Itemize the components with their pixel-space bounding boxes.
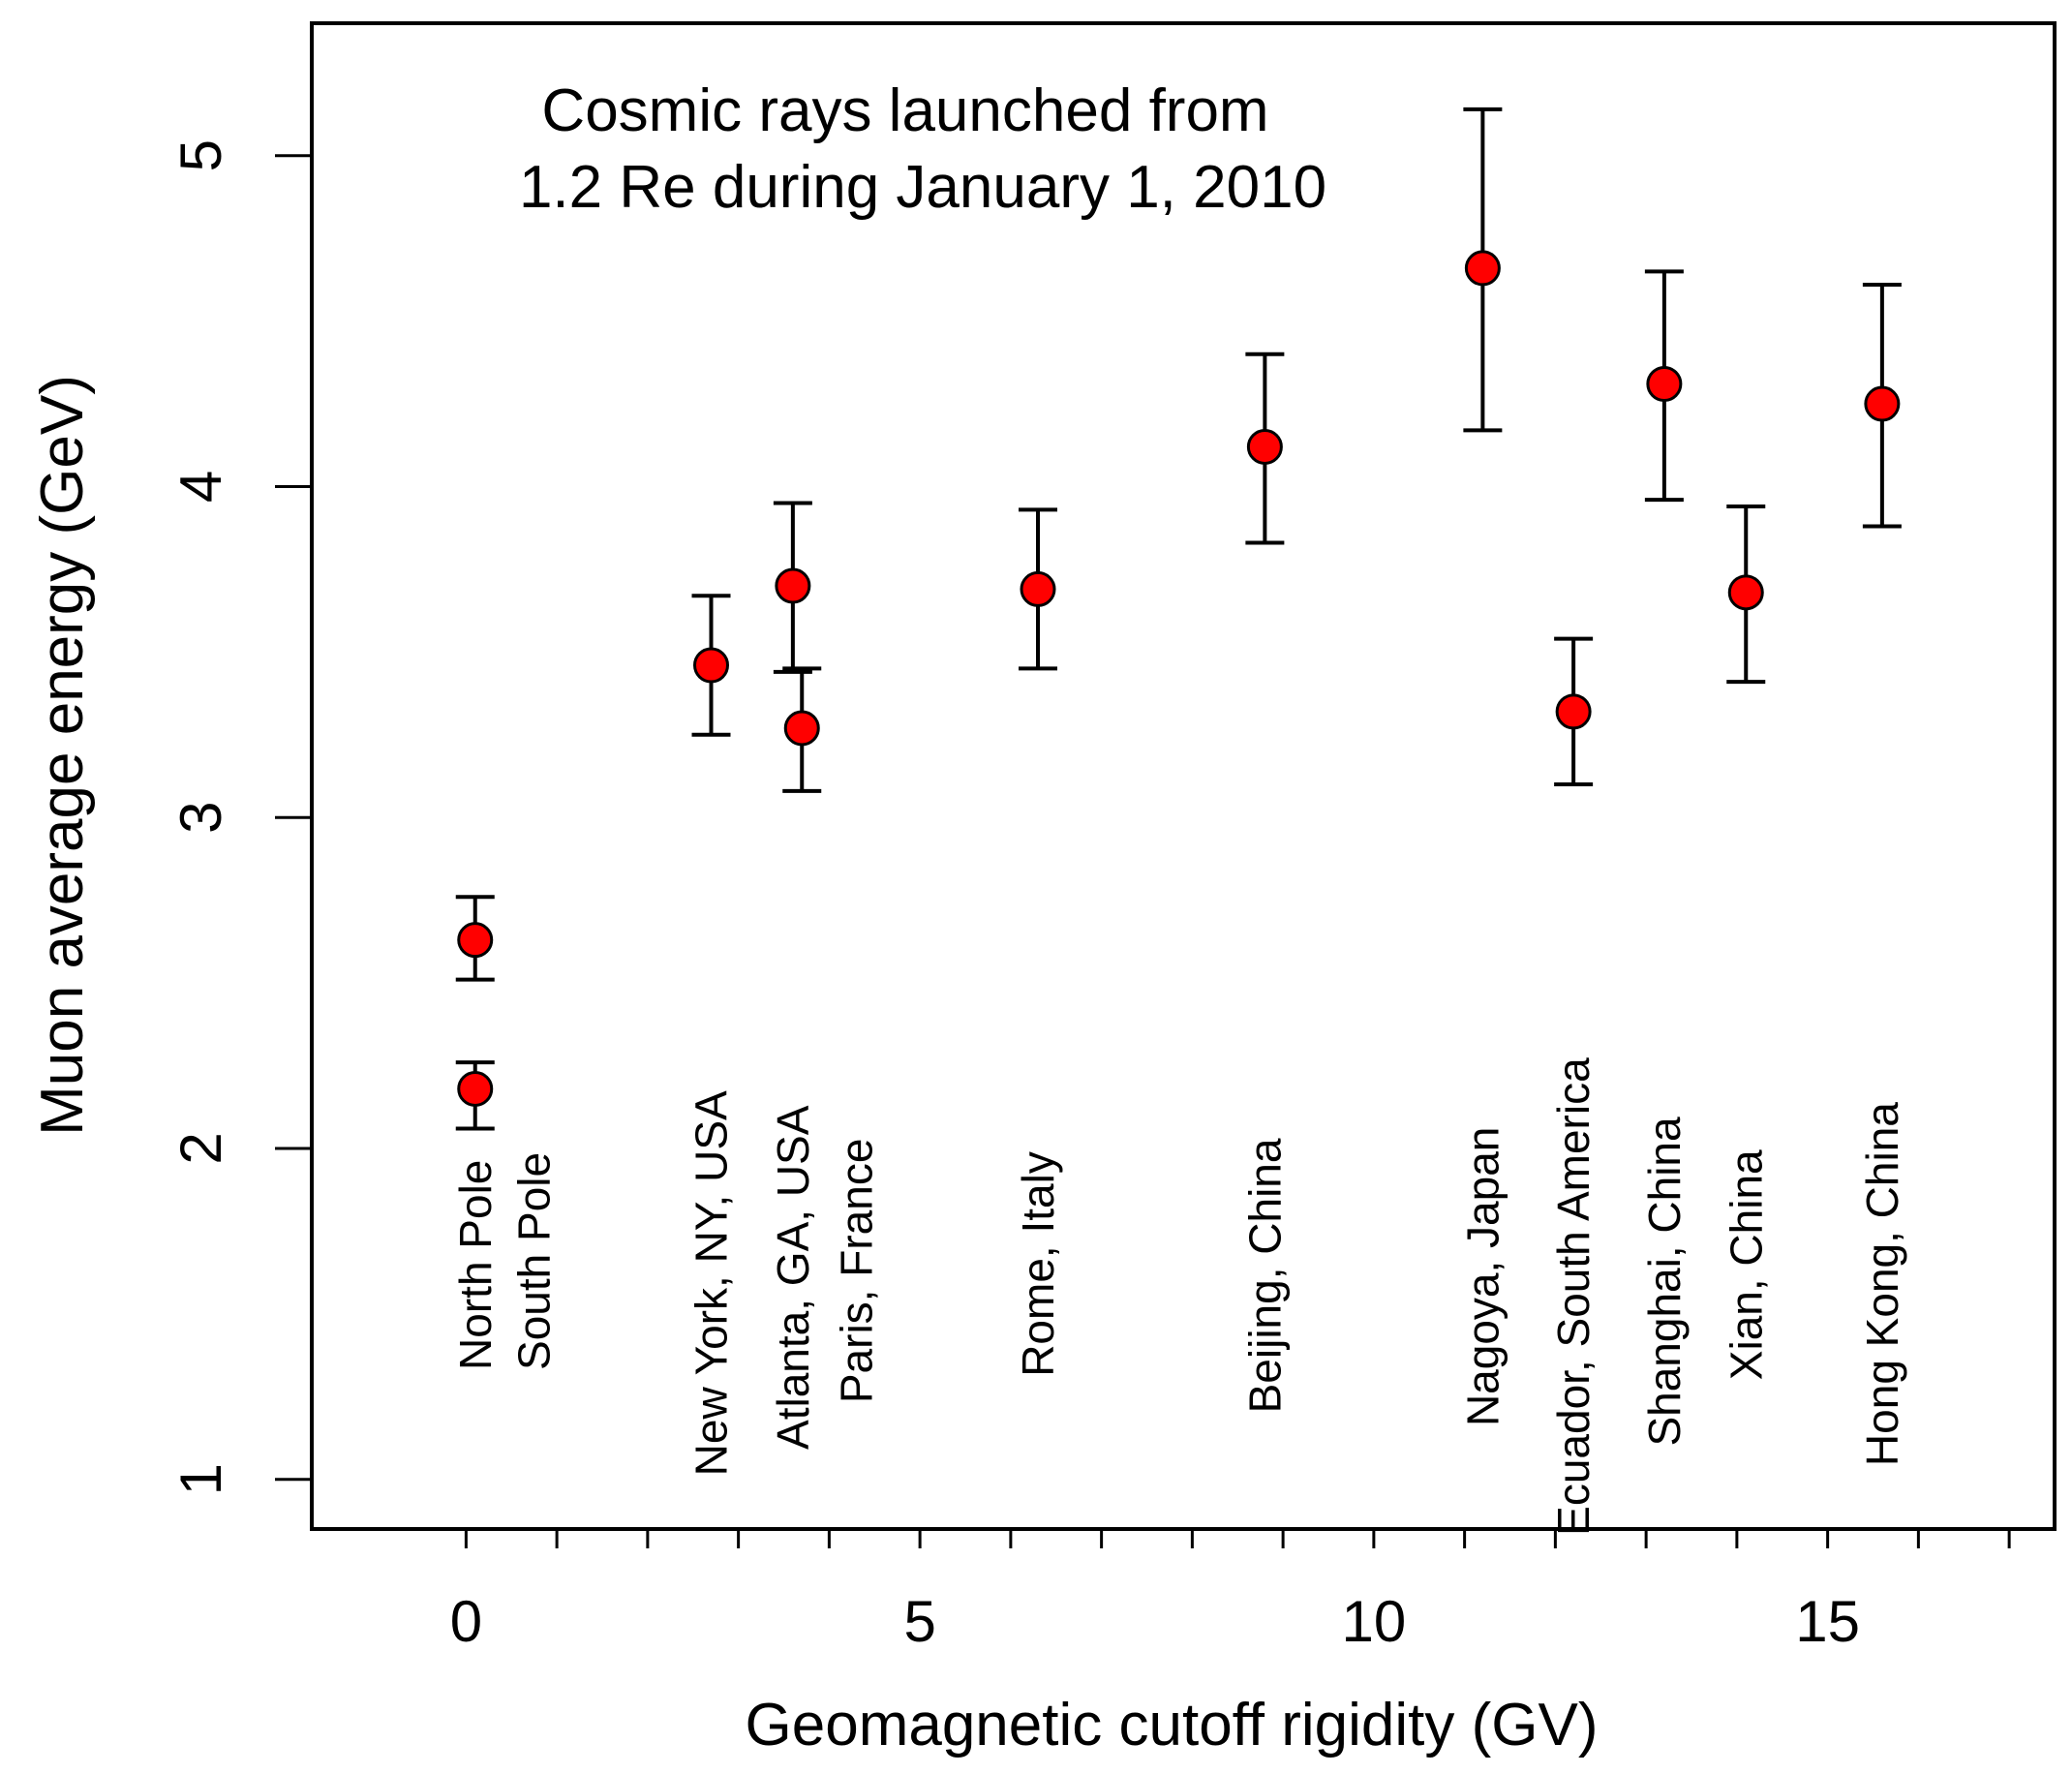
data-point-group — [691, 594, 731, 737]
site-label: New York, NY, USA — [686, 1090, 737, 1476]
data-point — [1020, 570, 1056, 607]
data-point — [457, 1070, 494, 1107]
annotation-line-2: 1.2 Re during January 1, 2010 — [519, 154, 1326, 221]
site-labels: North Pole South Pole New York, NY, USA Atl… — [450, 1057, 1907, 1536]
y-tick-label: 4 — [168, 471, 233, 503]
site-label: Paris, France — [832, 1139, 882, 1404]
data-point-group — [782, 666, 822, 793]
site-label: Rome, Italy — [1013, 1151, 1063, 1377]
data-point — [1727, 574, 1764, 611]
x-tick-label: 10 — [1342, 1589, 1407, 1654]
plot-frame — [310, 21, 2057, 1531]
x-tick-label: 0 — [450, 1589, 482, 1654]
data-point-group — [1554, 636, 1594, 787]
site-label: Shanghai, China — [1639, 1116, 1690, 1447]
y-tick-label: 3 — [168, 802, 233, 834]
data-point — [457, 922, 494, 959]
data-point-group — [455, 1060, 495, 1131]
data-point — [1646, 366, 1683, 403]
site-label: South Pole — [509, 1152, 560, 1370]
data-point-group — [1726, 504, 1766, 685]
site-label: Hong Kong, China — [1857, 1102, 1907, 1466]
data-point — [775, 567, 811, 604]
x-tick-label: 15 — [1795, 1589, 1860, 1654]
data-point-group — [1463, 107, 1503, 433]
data-point — [783, 710, 820, 747]
site-label: Nagoya, Japan — [1457, 1127, 1508, 1426]
x-tick-label: 5 — [903, 1589, 935, 1654]
data-point — [1864, 385, 1901, 422]
site-label: Xian, China — [1721, 1149, 1771, 1380]
data-point-group — [1019, 507, 1057, 671]
y-axis-label: Muon average energy (GeV) — [29, 375, 96, 1136]
data-series — [455, 107, 1902, 1131]
data-point — [1555, 693, 1592, 730]
data-point-group — [773, 501, 812, 674]
y-tick-label: 2 — [168, 1132, 233, 1164]
data-point-group — [455, 895, 495, 982]
site-label: Atlanta, GA, USA — [768, 1105, 818, 1450]
site-label: North Pole — [450, 1160, 501, 1370]
site-label: Ecuador, South America — [1548, 1057, 1599, 1536]
data-point-group — [1862, 282, 1902, 529]
data-point — [693, 647, 729, 684]
data-point — [1464, 250, 1501, 287]
data-point-group — [1245, 352, 1285, 545]
y-tick-label: 5 — [168, 139, 233, 171]
x-axis-label: Geomagnetic cutoff rigidity (GV) — [746, 1692, 1599, 1759]
x-axis: 0 5 10 15 — [450, 1527, 2011, 1654]
site-label: Beijing, China — [1239, 1138, 1290, 1413]
y-tick-label: 1 — [168, 1463, 233, 1495]
annotation-line-1: Cosmic rays launched from — [541, 77, 1268, 144]
y-axis: 1 2 3 4 5 — [168, 139, 312, 1495]
data-point-group — [1644, 269, 1684, 503]
data-point — [1246, 428, 1283, 465]
annotation: Cosmic rays launched from 1.2 Re during … — [519, 77, 1326, 221]
